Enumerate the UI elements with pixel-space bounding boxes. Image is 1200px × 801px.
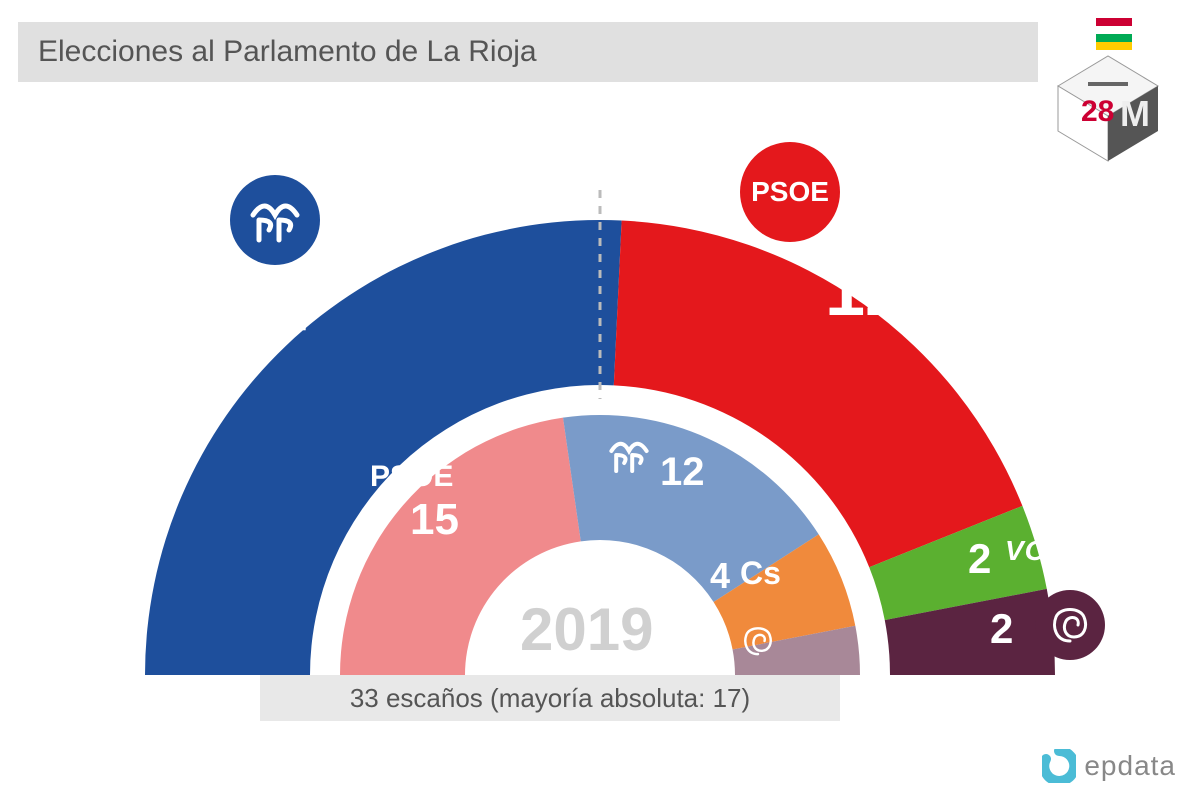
ballot-num: 28	[1081, 95, 1114, 128]
inner-cs-text: Cs	[740, 555, 781, 592]
inner-pp-seats: 12	[660, 450, 705, 495]
epdata-icon	[1042, 749, 1076, 783]
title-bar: Elecciones al Parlamento de La Rioja	[18, 22, 1038, 82]
brand-logo: epdata	[1042, 749, 1176, 783]
vox-seats-label: 2	[968, 535, 991, 583]
psoe-badge-text: PSOE	[751, 176, 829, 208]
vox-text-label: VOX	[1005, 535, 1067, 567]
psoe-badge-icon: PSOE	[740, 142, 840, 242]
ballot-letter: M	[1120, 93, 1150, 134]
footer-text: 33 escaños (mayoría absoluta: 17)	[350, 683, 750, 714]
brand-text: epdata	[1084, 750, 1176, 782]
year-label: 2019	[520, 595, 653, 664]
podemos-seats-label: 2	[990, 605, 1013, 653]
pp-badge-icon	[230, 175, 320, 265]
inner-psoe-text: PSOE	[370, 460, 453, 494]
hemicycle-chart: 17 PSOE 12 2 VOX 2 PSOE 15 12 4 Cs 2 201…	[50, 130, 1150, 690]
inner-pp-icon	[605, 435, 653, 480]
pp-seats-label: 17	[245, 265, 325, 347]
podemos-badge-icon	[1035, 590, 1105, 660]
psoe-seats-label: 12	[825, 250, 905, 332]
inner-pod-seats: 2	[710, 630, 727, 664]
chart-title: Elecciones al Parlamento de La Rioja	[38, 35, 537, 69]
inner-cs-seats: 4	[710, 555, 730, 597]
inner-podemos-icon	[740, 623, 776, 664]
inner-psoe-seats: 15	[410, 495, 459, 545]
footer-bar: 33 escaños (mayoría absoluta: 17)	[260, 675, 840, 721]
